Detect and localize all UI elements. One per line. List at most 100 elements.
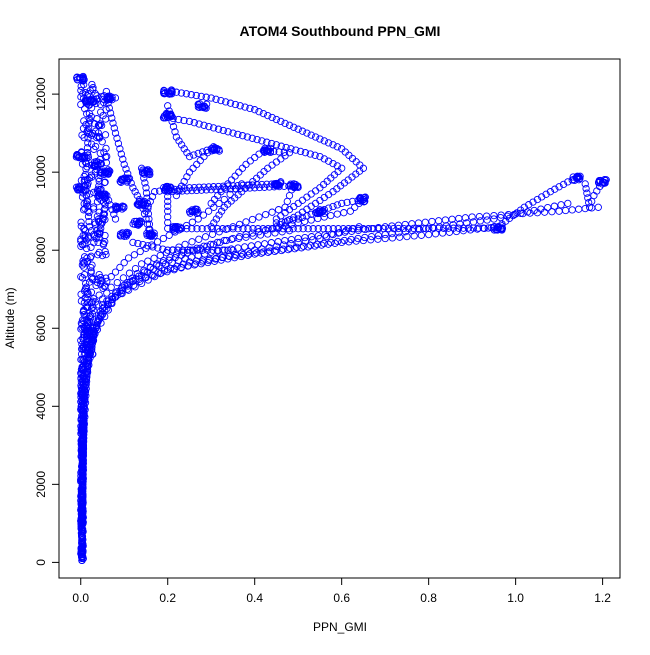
data-point <box>139 240 147 249</box>
data-point <box>203 246 212 254</box>
data-point <box>117 285 125 293</box>
data-point <box>313 209 322 218</box>
data-point <box>284 225 292 233</box>
y-axis: 0 2000 4000 6000 8000 10000 12000 <box>34 77 60 566</box>
data-point <box>143 231 151 239</box>
data-point <box>82 338 90 346</box>
data-point <box>80 133 88 142</box>
data-point <box>294 225 302 233</box>
data-point <box>542 190 550 198</box>
data-point <box>131 264 140 273</box>
data-point <box>84 207 92 215</box>
data-point <box>242 160 250 169</box>
data-point <box>374 231 383 240</box>
data-point <box>171 223 180 231</box>
data-point <box>195 120 203 128</box>
data-point <box>217 207 226 215</box>
data-point <box>97 191 106 200</box>
data-point <box>79 417 87 425</box>
data-point <box>419 224 428 233</box>
data-point <box>99 210 108 218</box>
data-point <box>224 246 232 254</box>
data-point <box>149 243 157 251</box>
data-point <box>482 212 491 220</box>
data-point <box>119 155 127 163</box>
data-point <box>146 264 154 272</box>
data-point <box>90 162 98 170</box>
data-point <box>231 172 239 180</box>
data-point <box>296 147 305 156</box>
data-point <box>88 173 96 181</box>
data-point <box>80 356 88 364</box>
data-point <box>120 259 128 267</box>
data-point <box>469 224 478 232</box>
data-point <box>497 225 505 234</box>
data-point <box>425 224 433 233</box>
data-point <box>210 203 218 211</box>
data-point <box>123 281 131 289</box>
data-point <box>105 168 113 177</box>
data-point <box>177 141 186 149</box>
x-tick-label: 0.6 <box>333 591 350 605</box>
data-point <box>468 213 476 221</box>
data-point <box>205 122 213 131</box>
data-point <box>198 246 207 254</box>
data-point <box>88 299 96 307</box>
data-point <box>106 167 114 175</box>
data-point <box>193 160 201 169</box>
data-point <box>219 246 227 254</box>
data-point <box>294 238 302 247</box>
data-point <box>294 125 302 133</box>
data-point <box>301 237 310 245</box>
data-point <box>172 191 181 200</box>
data-point <box>171 128 179 136</box>
data-point <box>142 273 150 282</box>
data-point <box>78 465 87 473</box>
data-point <box>113 278 121 287</box>
data-point <box>78 543 86 552</box>
data-point <box>220 236 228 245</box>
data-point <box>79 458 87 467</box>
data-point <box>169 122 178 131</box>
data-point <box>346 207 355 215</box>
data-point <box>251 246 259 254</box>
data-point <box>333 143 341 151</box>
data-point <box>226 99 235 107</box>
data-point <box>381 234 389 243</box>
data-point <box>287 235 296 244</box>
y-tick-label: 8000 <box>34 237 48 264</box>
data-point <box>72 183 81 191</box>
data-point <box>85 278 94 286</box>
data-point <box>214 246 222 254</box>
data-point <box>215 199 223 208</box>
data-point <box>242 218 250 226</box>
data-point <box>596 176 604 185</box>
data-point <box>229 225 237 233</box>
data-point <box>159 259 167 267</box>
data-point <box>185 117 194 126</box>
data-point <box>111 268 120 276</box>
data-point <box>259 109 268 118</box>
data-point <box>165 256 173 264</box>
data-point <box>175 137 183 145</box>
data-point <box>217 96 225 105</box>
data-point <box>279 225 287 233</box>
data-point <box>164 218 172 227</box>
data-point <box>414 224 423 233</box>
data-point <box>320 155 328 163</box>
data-point <box>283 217 291 225</box>
data-point <box>248 134 256 142</box>
data-point <box>258 137 266 145</box>
data-point <box>490 215 498 223</box>
data-point <box>87 305 96 313</box>
data-point <box>73 75 82 84</box>
y-axis-label: Altitude (m) <box>3 287 17 348</box>
data-point <box>78 274 87 282</box>
data-point <box>79 428 88 436</box>
data-point <box>191 260 200 268</box>
data-point <box>85 119 93 128</box>
data-point <box>97 273 105 282</box>
data-point <box>234 225 242 233</box>
data-point <box>329 159 337 168</box>
data-point <box>79 435 87 443</box>
